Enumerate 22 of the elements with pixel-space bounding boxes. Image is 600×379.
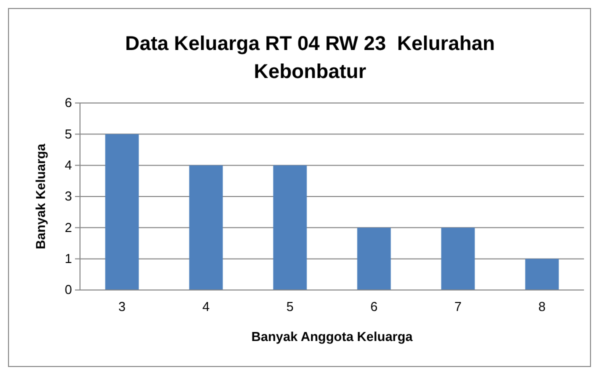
y-axis-title: Banyak Keluarga (33, 142, 48, 250)
x-tick-label: 6 (370, 299, 378, 314)
y-tick-label: 2 (64, 220, 72, 235)
x-axis-title: Banyak Anggota Keluarga (251, 329, 414, 344)
y-tick-label: 4 (64, 157, 72, 172)
y-tick-label: 3 (64, 188, 72, 204)
x-tick-label: 5 (286, 299, 294, 314)
bar (357, 228, 391, 290)
bar (525, 258, 559, 290)
x-tick-label: 7 (454, 299, 462, 314)
bar (441, 228, 475, 290)
bar (105, 134, 139, 290)
y-tick-label: 0 (64, 282, 72, 298)
y-tick-label: 1 (64, 250, 72, 266)
x-tick-label: 4 (202, 299, 210, 314)
x-tick-label: 3 (118, 299, 126, 314)
bar (189, 165, 223, 290)
bar (273, 165, 307, 290)
x-tick-label: 8 (538, 299, 546, 314)
chart-title: Data Keluarga RT 04 RW 23 Kelurahan Kebonbatur (125, 33, 495, 83)
y-tick-label: 6 (64, 95, 72, 110)
y-tick-label: 5 (64, 126, 72, 142)
